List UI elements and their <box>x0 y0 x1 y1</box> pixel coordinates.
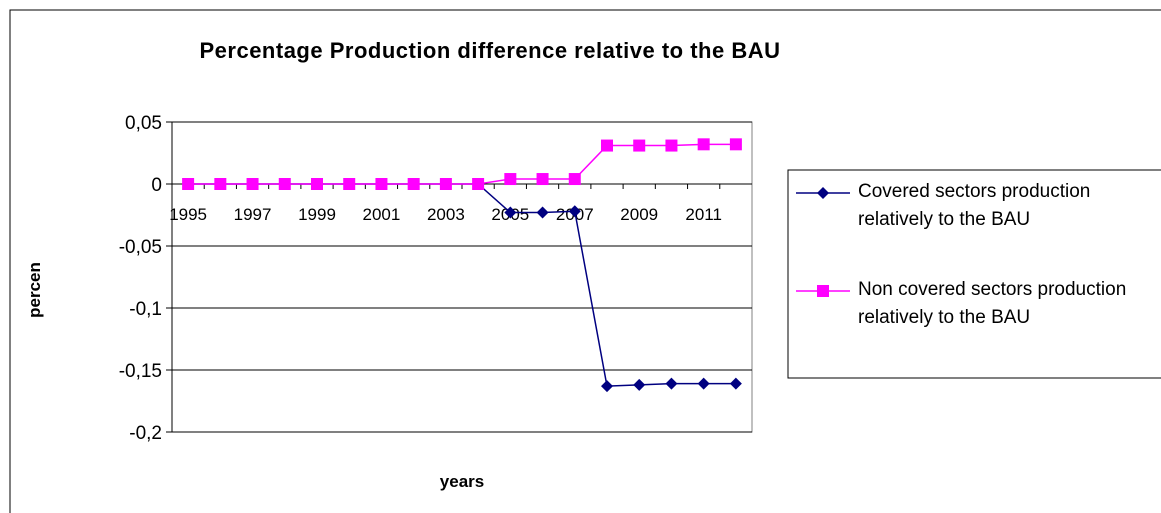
point <box>182 178 195 190</box>
point <box>601 380 613 393</box>
point <box>407 178 420 190</box>
chart-title: Percentage Production difference relativ… <box>199 38 780 63</box>
point <box>665 377 678 390</box>
point <box>568 205 581 218</box>
point <box>504 206 517 219</box>
point <box>729 377 742 390</box>
x-tick-label: 1995 <box>169 205 207 224</box>
point <box>536 173 549 186</box>
x-tick-label: 2009 <box>620 205 658 224</box>
x-tick-label: 1999 <box>298 205 336 224</box>
point <box>697 377 710 390</box>
point <box>504 173 517 186</box>
legend-label: Non covered sectors production relativel… <box>858 279 1127 328</box>
point <box>665 139 678 152</box>
y-tick-label: -0,2 <box>129 423 162 444</box>
y-tick-label: 0,05 <box>125 113 162 134</box>
x-tick-label: 2001 <box>363 205 401 224</box>
y-tick-label: -0,15 <box>119 361 162 382</box>
x-tick-label: 1997 <box>234 205 272 224</box>
point <box>278 178 291 190</box>
point <box>697 138 710 151</box>
legend-entry: Covered sectors production relatively to… <box>858 181 1091 230</box>
point <box>568 173 581 186</box>
y-tick-label: -0,1 <box>129 299 162 320</box>
point <box>246 178 259 190</box>
point <box>439 178 452 190</box>
point <box>817 285 829 297</box>
x-axis-label: years <box>440 472 484 491</box>
point <box>472 178 485 190</box>
point <box>311 178 323 190</box>
point <box>375 178 388 190</box>
point <box>729 138 742 151</box>
point <box>601 139 613 152</box>
legend-label: Covered sectors production relatively to… <box>858 181 1091 230</box>
y-tick-label: 0 <box>151 175 162 196</box>
x-tick-label: 2003 <box>427 205 465 224</box>
y-axis-label: percen <box>25 262 44 318</box>
point <box>343 178 356 190</box>
legend-entry: Non covered sectors production relativel… <box>858 279 1127 328</box>
point <box>214 178 227 190</box>
legend-box <box>787 169 1161 379</box>
point <box>817 187 829 199</box>
point <box>536 206 549 219</box>
point <box>633 378 646 391</box>
plot-area <box>171 121 753 433</box>
x-tick-label: 2011 <box>685 205 722 224</box>
y-tick-label: -0,05 <box>119 237 162 258</box>
point <box>633 139 646 152</box>
